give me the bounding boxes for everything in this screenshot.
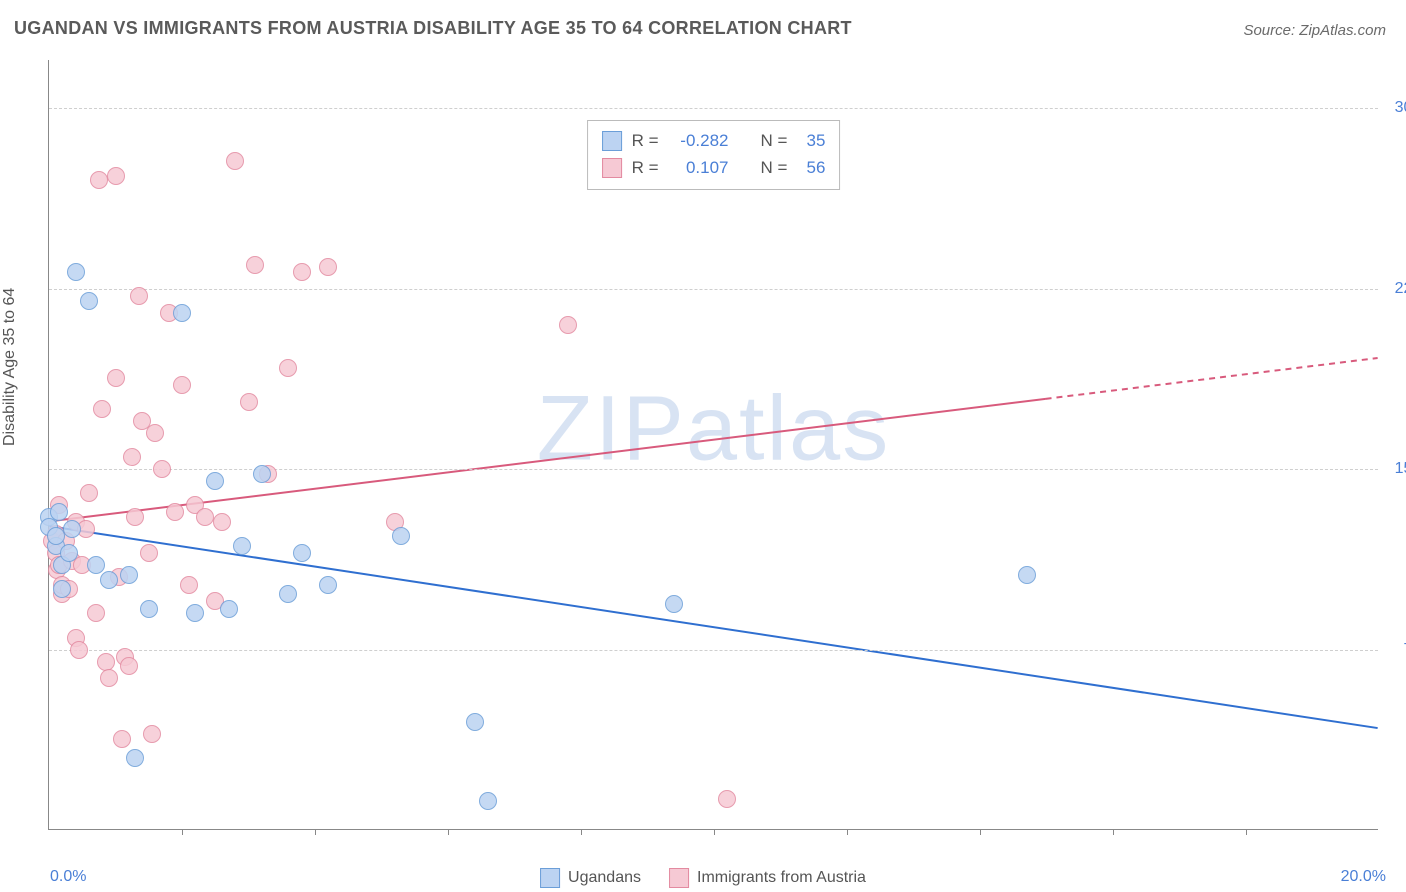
data-point-ugandans: [279, 585, 297, 603]
r-value-austria: 0.107: [669, 154, 729, 181]
source-credit: Source: ZipAtlas.com: [1243, 22, 1386, 39]
data-point-austria: [80, 484, 98, 502]
n-value-austria: 56: [797, 154, 825, 181]
r-label: R =: [632, 127, 659, 154]
legend-item-ugandans: Ugandans: [540, 868, 641, 888]
correlation-stats-legend: R = -0.282 N = 35 R = 0.107 N = 56: [587, 120, 841, 190]
data-point-austria: [107, 167, 125, 185]
data-point-austria: [559, 316, 577, 334]
x-tick: [581, 829, 582, 835]
data-point-ugandans: [293, 544, 311, 562]
data-point-ugandans: [126, 749, 144, 767]
data-point-austria: [240, 393, 258, 411]
data-point-ugandans: [47, 527, 65, 545]
x-axis-min-label: 0.0%: [50, 868, 86, 886]
data-point-austria: [93, 400, 111, 418]
data-point-austria: [90, 171, 108, 189]
data-point-austria: [166, 503, 184, 521]
data-point-austria: [246, 256, 264, 274]
data-point-austria: [180, 576, 198, 594]
data-point-austria: [319, 258, 337, 276]
y-axis-title: Disability Age 35 to 64: [1, 288, 19, 446]
data-point-austria: [213, 513, 231, 531]
data-point-ugandans: [206, 472, 224, 490]
x-tick: [182, 829, 183, 835]
data-point-austria: [113, 730, 131, 748]
x-tick: [980, 829, 981, 835]
data-point-ugandans: [220, 600, 238, 618]
y-tick-label: 30.0%: [1395, 99, 1406, 117]
data-point-austria: [126, 508, 144, 526]
gridline-h: [49, 108, 1378, 109]
x-tick: [847, 829, 848, 835]
data-point-austria: [140, 544, 158, 562]
data-point-ugandans: [186, 604, 204, 622]
swatch-ugandans: [602, 131, 622, 151]
n-label: N =: [761, 127, 788, 154]
r-label: R =: [632, 154, 659, 181]
data-point-austria: [153, 460, 171, 478]
data-point-ugandans: [60, 544, 78, 562]
chart-title: UGANDAN VS IMMIGRANTS FROM AUSTRIA DISAB…: [14, 18, 852, 39]
data-point-austria: [226, 152, 244, 170]
data-point-ugandans: [63, 520, 81, 538]
x-tick: [448, 829, 449, 835]
x-axis-max-label: 20.0%: [1341, 868, 1386, 886]
stats-row-ugandans: R = -0.282 N = 35: [602, 127, 826, 154]
data-point-ugandans: [67, 263, 85, 281]
data-point-austria: [70, 641, 88, 659]
x-tick: [1246, 829, 1247, 835]
data-point-ugandans: [253, 465, 271, 483]
data-point-austria: [279, 359, 297, 377]
legend-label-austria: Immigrants from Austria: [697, 869, 866, 887]
data-point-ugandans: [392, 527, 410, 545]
gridline-h: [49, 289, 1378, 290]
data-point-ugandans: [1018, 566, 1036, 584]
data-point-ugandans: [53, 580, 71, 598]
x-tick: [315, 829, 316, 835]
data-point-ugandans: [319, 576, 337, 594]
data-point-austria: [100, 669, 118, 687]
data-point-ugandans: [120, 566, 138, 584]
data-point-austria: [143, 725, 161, 743]
data-point-ugandans: [87, 556, 105, 574]
swatch-austria: [669, 868, 689, 888]
data-point-austria: [293, 263, 311, 281]
swatch-ugandans: [540, 868, 560, 888]
x-tick: [1113, 829, 1114, 835]
data-point-austria: [196, 508, 214, 526]
x-tick: [714, 829, 715, 835]
data-point-ugandans: [80, 292, 98, 310]
data-point-austria: [123, 448, 141, 466]
data-point-austria: [718, 790, 736, 808]
data-point-ugandans: [466, 713, 484, 731]
r-value-ugandans: -0.282: [669, 127, 729, 154]
y-tick-label: 15.0%: [1395, 460, 1406, 478]
swatch-austria: [602, 158, 622, 178]
data-point-austria: [87, 604, 105, 622]
data-point-austria: [173, 376, 191, 394]
data-point-austria: [146, 424, 164, 442]
n-label: N =: [761, 154, 788, 181]
data-point-ugandans: [173, 304, 191, 322]
data-point-ugandans: [479, 792, 497, 810]
gridline-h: [49, 469, 1378, 470]
data-point-austria: [107, 369, 125, 387]
data-point-ugandans: [50, 503, 68, 521]
data-point-austria: [130, 287, 148, 305]
legend-item-austria: Immigrants from Austria: [669, 868, 866, 888]
data-point-ugandans: [665, 595, 683, 613]
gridline-h: [49, 650, 1378, 651]
y-tick-label: 22.5%: [1395, 280, 1406, 298]
plot-area: ZIPatlas R = -0.282 N = 35 R = 0.107 N =…: [48, 60, 1378, 830]
series-legend: Ugandans Immigrants from Austria: [540, 868, 866, 888]
data-point-austria: [97, 653, 115, 671]
stats-row-austria: R = 0.107 N = 56: [602, 154, 826, 181]
n-value-ugandans: 35: [797, 127, 825, 154]
data-point-austria: [120, 657, 138, 675]
data-point-ugandans: [140, 600, 158, 618]
data-point-ugandans: [233, 537, 251, 555]
legend-label-ugandans: Ugandans: [568, 869, 641, 887]
data-point-ugandans: [100, 571, 118, 589]
